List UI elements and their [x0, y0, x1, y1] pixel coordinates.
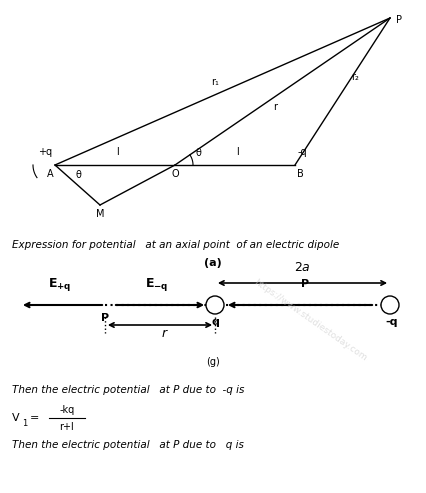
Circle shape: [380, 296, 398, 314]
Text: -q: -q: [385, 317, 397, 327]
Text: (a): (a): [204, 258, 222, 268]
Text: V: V: [12, 413, 20, 423]
Text: Then the electric potential   at P due to  -q is: Then the electric potential at P due to …: [12, 385, 244, 395]
Text: l: l: [236, 147, 239, 157]
Text: l: l: [116, 147, 119, 157]
Text: B: B: [296, 169, 302, 179]
Text: θ: θ: [75, 170, 81, 180]
Text: q: q: [210, 317, 219, 327]
Text: =: =: [30, 413, 39, 423]
Text: A: A: [46, 169, 53, 179]
Text: 1: 1: [22, 419, 27, 427]
Text: M: M: [95, 209, 104, 219]
Text: θ: θ: [196, 148, 201, 158]
Text: $2a$: $2a$: [294, 261, 310, 274]
Text: r+l: r+l: [60, 422, 74, 432]
Text: $r$: $r$: [161, 327, 169, 340]
Text: (g): (g): [206, 357, 219, 367]
Text: -q: -q: [297, 147, 307, 157]
Text: O: O: [171, 169, 178, 179]
Circle shape: [205, 296, 224, 314]
Text: -kq: -kq: [59, 405, 75, 415]
Text: Expression for potential   at an axial point  of an electric dipole: Expression for potential at an axial poi…: [12, 240, 338, 250]
Text: P: P: [395, 15, 401, 25]
Text: $\mathbf{E_{+q}}$: $\mathbf{E_{+q}}$: [48, 276, 72, 293]
Text: https://www.studiestoday.com: https://www.studiestoday.com: [251, 278, 367, 362]
Text: P: P: [101, 313, 109, 323]
Text: $\mathbf{E_{-q}}$: $\mathbf{E_{-q}}$: [145, 276, 168, 293]
Text: r: r: [272, 102, 276, 112]
Text: +q: +q: [38, 147, 52, 157]
Text: Then the electric potential   at P due to   q is: Then the electric potential at P due to …: [12, 440, 243, 450]
Text: r₁: r₁: [210, 77, 219, 87]
Text: P: P: [300, 279, 308, 289]
Text: r₂: r₂: [350, 72, 358, 82]
